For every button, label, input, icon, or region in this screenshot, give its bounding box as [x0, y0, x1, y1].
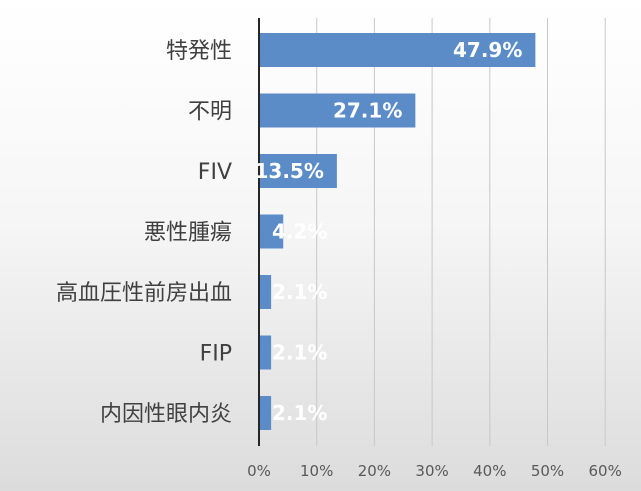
data-label: 4.2%: [272, 220, 327, 244]
bar: [259, 33, 536, 67]
category-label: 特発性: [166, 39, 232, 64]
category-label: 内因性眼内炎: [100, 402, 232, 427]
x-tick-label: 20%: [358, 462, 391, 480]
data-label: 2.1%: [272, 280, 327, 304]
x-tick-label: 30%: [415, 462, 448, 480]
x-tick-label: 50%: [531, 462, 564, 480]
category-label: 不明: [188, 100, 232, 125]
bar: [259, 396, 272, 430]
category-label: 高血圧性前房出血: [56, 281, 232, 306]
category-label: FIV: [198, 160, 232, 185]
gridlines: [316, 18, 606, 446]
data-label: 2.1%: [272, 341, 327, 365]
data-label: 13.5%: [255, 159, 324, 183]
x-tick-label: 40%: [473, 462, 506, 480]
x-tick-labels: 0% 10% 20% 30% 40% 50% 60%: [247, 462, 622, 480]
bar: [259, 214, 284, 249]
x-tick-label: 0%: [247, 462, 271, 480]
data-label: 2.1%: [272, 401, 327, 425]
data-labels: 47.9% 27.1% 13.5% 4.2% 2.1% 2.1% 2.1%: [255, 38, 523, 425]
bar: [259, 154, 337, 188]
category-label: 悪性腫瘍: [144, 221, 232, 246]
data-label: 47.9%: [453, 38, 522, 62]
bar: [259, 93, 416, 128]
bar: [259, 335, 272, 370]
x-tick-label: 10%: [300, 462, 333, 480]
bars: [259, 33, 536, 430]
bar: [259, 275, 272, 309]
x-tick-label: 60%: [589, 462, 622, 480]
category-label: FIP: [200, 342, 232, 367]
data-label: 27.1%: [333, 99, 402, 123]
